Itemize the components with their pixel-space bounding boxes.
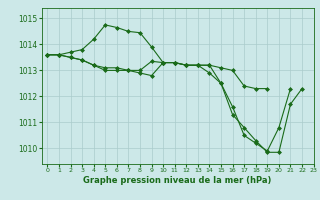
X-axis label: Graphe pression niveau de la mer (hPa): Graphe pression niveau de la mer (hPa) [84,176,272,185]
